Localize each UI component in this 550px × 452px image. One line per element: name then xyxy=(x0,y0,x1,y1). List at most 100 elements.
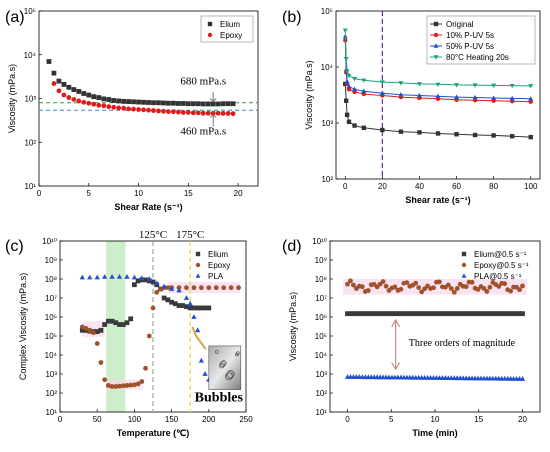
y-tick-label: 10⁵ xyxy=(24,7,36,16)
data-point xyxy=(343,57,349,62)
data-point xyxy=(361,88,367,93)
highlight-band xyxy=(167,281,241,294)
data-point xyxy=(398,81,404,86)
data-point xyxy=(180,101,186,106)
data-point xyxy=(454,94,459,99)
bubble-icon xyxy=(220,361,226,368)
data-point xyxy=(146,100,151,105)
data-point xyxy=(398,311,404,317)
x-tick-label: 10 xyxy=(134,189,143,198)
data-point xyxy=(475,287,481,292)
data-point xyxy=(410,311,416,317)
y-tick-label: 10⁷ xyxy=(315,294,327,303)
data-point xyxy=(496,311,502,317)
y-tick-label: 10⁸ xyxy=(45,275,57,284)
y-tick-label: 10² xyxy=(45,389,57,398)
data-point xyxy=(111,98,117,103)
data-point xyxy=(365,288,371,293)
panel-label: (b) xyxy=(282,9,302,26)
y-tick-label: 10⁶ xyxy=(45,313,57,322)
data-point xyxy=(124,320,130,326)
data-point xyxy=(195,305,201,311)
annotation-three-orders: Three orders of magnitude xyxy=(409,338,516,349)
data-point xyxy=(165,285,171,291)
y-tick-label: 10² xyxy=(315,389,327,398)
data-point xyxy=(528,99,533,104)
data-point xyxy=(66,95,72,100)
legend-label: Elium@0.5 s⁻¹ xyxy=(474,250,527,259)
data-point xyxy=(395,311,401,317)
data-point xyxy=(175,101,181,106)
y-tick-label: 10⁷ xyxy=(45,294,57,303)
data-point xyxy=(213,285,219,291)
data-point xyxy=(442,311,448,317)
data-point xyxy=(472,311,478,317)
temperature-label: 125°C xyxy=(139,229,167,241)
data-point xyxy=(71,97,77,102)
data-point xyxy=(478,311,484,317)
y-tick-label: 10¹⁰ xyxy=(42,237,57,246)
data-point xyxy=(120,383,126,389)
data-point xyxy=(342,28,348,34)
data-point xyxy=(96,95,102,100)
panel-label: (c) xyxy=(5,238,24,255)
data-point xyxy=(356,311,362,317)
data-point xyxy=(86,100,92,106)
legend-marker xyxy=(461,262,467,268)
data-point xyxy=(508,311,514,317)
x-tick-label: 50 xyxy=(93,415,102,424)
data-point xyxy=(109,384,115,389)
legend-label: Original xyxy=(446,20,474,29)
data-point xyxy=(151,100,156,106)
data-point xyxy=(389,311,395,317)
data-point xyxy=(422,311,428,317)
legend-marker xyxy=(433,43,439,48)
data-point xyxy=(94,274,100,280)
data-point xyxy=(169,299,174,305)
data-point xyxy=(528,96,534,101)
legend-label: Elium xyxy=(208,250,228,259)
data-point xyxy=(141,99,146,105)
data-point xyxy=(195,110,201,116)
data-point xyxy=(368,311,374,317)
data-point xyxy=(79,327,85,333)
data-point xyxy=(165,297,171,303)
data-point xyxy=(101,96,107,102)
y-axis-label: Complex Viscosity (mPa.s) xyxy=(18,273,28,380)
x-axis-label: Time (min) xyxy=(412,428,457,438)
data-point xyxy=(202,371,208,376)
data-point xyxy=(404,311,410,317)
data-point xyxy=(491,95,497,100)
legend: Original 10% P-UV 5s 50% P-UV 5s 80°C Heati… xyxy=(426,15,536,65)
data-point xyxy=(131,99,136,105)
x-tick-label: 100 xyxy=(524,182,538,191)
legend-marker xyxy=(195,273,201,278)
data-point xyxy=(185,101,191,107)
data-point xyxy=(437,279,442,285)
data-point xyxy=(51,81,57,86)
x-axis-label: Temperature (℃) xyxy=(117,428,189,438)
data-point xyxy=(413,311,419,317)
data-layer xyxy=(79,241,241,412)
data-point xyxy=(154,289,160,295)
y-tick-label: 10⁹ xyxy=(315,256,327,265)
data-point xyxy=(519,376,526,381)
data-point xyxy=(236,285,241,291)
legend-label: 80°C Heating 20s xyxy=(446,53,509,62)
data-point xyxy=(451,289,457,295)
data-point xyxy=(377,311,383,317)
data-point xyxy=(435,93,441,99)
legend-marker xyxy=(433,55,439,60)
data-point xyxy=(109,273,115,279)
data-point xyxy=(352,123,357,128)
data-point xyxy=(520,283,525,289)
data-layer xyxy=(344,278,526,381)
legend-label: Epoxy xyxy=(208,261,230,270)
data-point xyxy=(346,73,352,79)
data-point xyxy=(386,311,392,317)
data-point xyxy=(150,305,156,311)
data-point xyxy=(220,111,226,116)
data-point xyxy=(230,101,236,107)
panel-label: (d) xyxy=(282,238,302,255)
data-point xyxy=(346,119,352,125)
